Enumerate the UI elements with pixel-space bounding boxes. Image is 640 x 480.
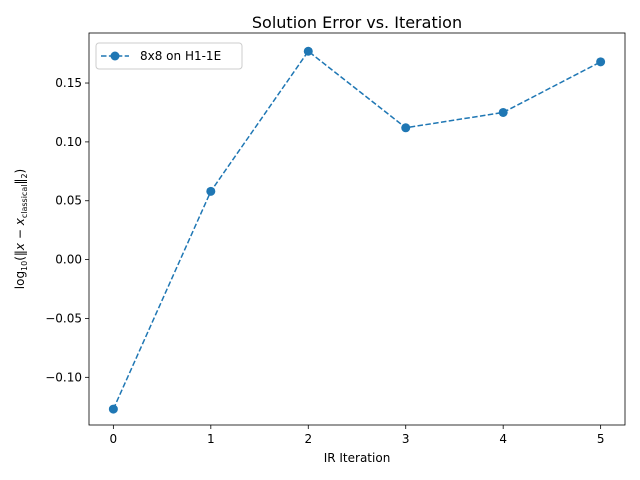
- legend-box: [95, 42, 243, 70]
- y-tick-label: −0.10: [45, 370, 82, 384]
- chart-title: Solution Error vs. Iteration: [252, 13, 462, 32]
- legend: 8x8 on H1-1E: [95, 42, 243, 70]
- plot-area: [108, 46, 606, 414]
- data-point: [303, 46, 313, 56]
- y-label-log-base: 10: [20, 261, 29, 271]
- data-point: [596, 57, 606, 67]
- y-label-x: x: [13, 242, 27, 251]
- x-axis: 0 1 2 3 4 5: [110, 425, 605, 446]
- x-axis-label: IR Iteration: [324, 451, 391, 465]
- legend-marker: [110, 51, 120, 61]
- y-label-log: log: [13, 271, 27, 289]
- x-tick-label: 4: [499, 432, 507, 446]
- data-point: [498, 107, 508, 117]
- y-axis-label: log10(‖x − xclassical‖2): [13, 169, 29, 289]
- data-point: [206, 186, 216, 196]
- y-label-norm-sub: 2: [20, 173, 29, 178]
- axes-frame: [88, 32, 626, 426]
- y-label-classical-sub: classical: [20, 185, 29, 219]
- x-tick-label: 2: [304, 432, 312, 446]
- data-point: [401, 123, 411, 133]
- y-tick-label: 0.00: [55, 253, 82, 267]
- y-tick-label: 0.15: [55, 76, 82, 90]
- y-tick-label: 0.05: [55, 194, 82, 208]
- x-tick-label: 5: [597, 432, 605, 446]
- x-tick-label: 3: [402, 432, 410, 446]
- y-label-x-classical: x: [13, 217, 27, 226]
- data-point: [108, 404, 118, 414]
- y-label-end: ): [13, 169, 27, 174]
- y-tick-label: 0.10: [55, 135, 82, 149]
- y-axis: −0.10 −0.05 0.00 0.05 0.10 0.15: [45, 76, 89, 384]
- series-line: [112, 50, 601, 410]
- y-label-minus: −: [13, 225, 27, 243]
- legend-label: 8x8 on H1-1E: [140, 49, 221, 63]
- x-tick-label: 1: [207, 432, 215, 446]
- y-label-open: (‖: [13, 250, 27, 261]
- y-tick-label: −0.05: [45, 311, 82, 325]
- x-tick-label: 0: [110, 432, 118, 446]
- y-label-close: ‖: [13, 179, 27, 185]
